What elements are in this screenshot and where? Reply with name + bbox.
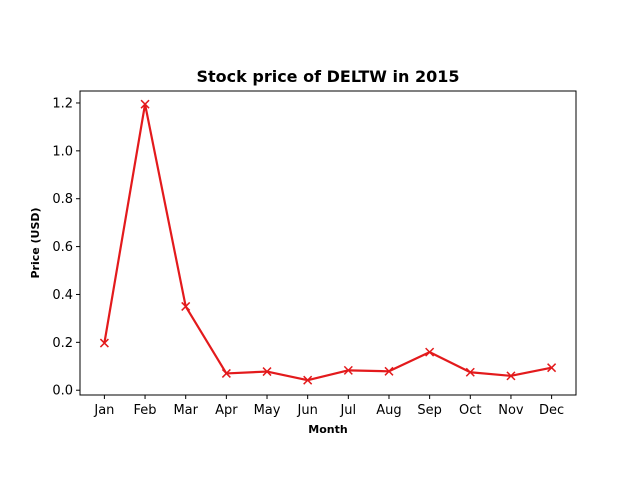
data-point-marker — [343, 365, 353, 375]
x-tick-label: Mar — [173, 403, 198, 418]
y-tick-label: 0.6 — [52, 240, 73, 255]
data-point-marker — [465, 367, 475, 377]
y-tick-label: 1.2 — [52, 96, 73, 111]
y-axis-label: Price (USD) — [29, 207, 42, 278]
x-tick-label: Dec — [539, 403, 564, 418]
data-point-marker — [425, 347, 435, 357]
y-tick-label: 0.0 — [52, 384, 73, 399]
data-markers — [99, 99, 557, 385]
series-line — [103, 103, 552, 382]
x-tick-label: Aug — [376, 403, 401, 418]
x-tick-label: Jan — [93, 403, 114, 418]
data-point-marker — [547, 363, 557, 373]
data-point-marker — [99, 338, 109, 348]
plot-frame — [79, 90, 577, 396]
x-tick-label: Apr — [215, 403, 238, 418]
data-point-marker — [221, 368, 231, 378]
x-axis-label: Month — [308, 423, 347, 436]
y-axis: 0.0 0.2 0.4 0.6 0.8 1.0 1.2 — [52, 96, 80, 399]
data-point-marker — [140, 99, 150, 109]
data-point-marker — [384, 366, 394, 376]
x-tick-label: Nov — [498, 403, 524, 418]
y-tick-label: 0.4 — [52, 288, 73, 303]
y-tick-label: 1.0 — [52, 144, 73, 159]
x-axis: Jan Feb Mar Apr May Jun Jul Aug Sep Oct Nov Dec — [93, 395, 564, 418]
x-tick-label: Sep — [417, 403, 442, 418]
y-tick-label: 0.2 — [52, 336, 73, 351]
y-tick-label: 0.8 — [52, 192, 73, 207]
x-tick-label: Jun — [297, 403, 318, 418]
x-tick-label: Feb — [134, 403, 157, 418]
x-tick-label: Oct — [459, 403, 481, 418]
data-point-marker — [303, 375, 313, 385]
data-point-marker — [262, 367, 272, 377]
data-point-marker — [181, 301, 191, 311]
data-point-marker — [506, 371, 516, 381]
x-tick-label: Jul — [339, 403, 356, 418]
x-tick-label: May — [254, 403, 281, 418]
chart-title: Stock price of DELTW in 2015 — [197, 67, 460, 86]
